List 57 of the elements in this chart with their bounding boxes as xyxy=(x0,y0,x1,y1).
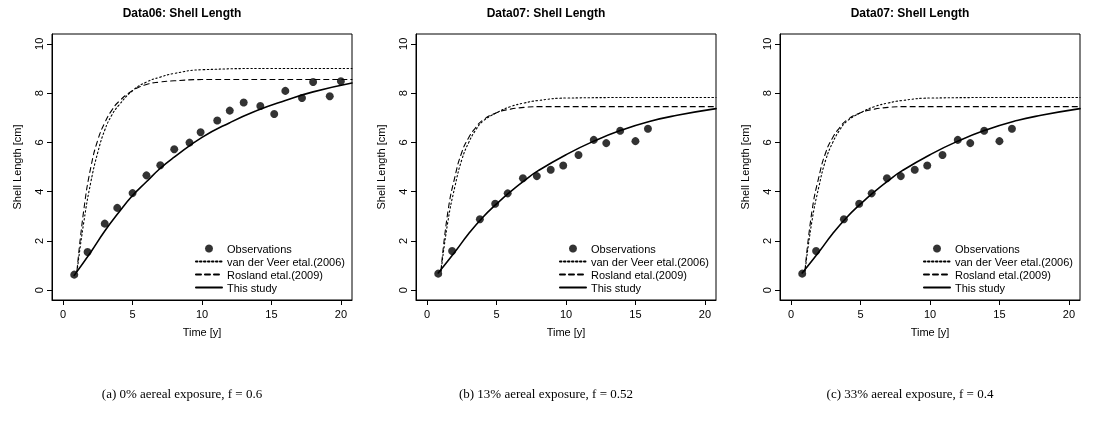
x-tick-label: 5 xyxy=(129,307,136,320)
legend-label: Rosland etal.(2009) xyxy=(590,268,687,281)
legend-label: van der Veer etal.(2006) xyxy=(954,255,1074,268)
y-tick-label: 6 xyxy=(32,139,45,146)
legend-label: Observations xyxy=(590,242,657,255)
legend-label: Rosland etal.(2009) xyxy=(226,268,323,281)
y-tick-label: 4 xyxy=(396,188,409,195)
text: (b) 13% aereal exposure, f = 0.52 xyxy=(457,386,635,402)
y-axis-title: Shell Length [cm] xyxy=(374,124,387,210)
x-tick-label: 10 xyxy=(195,307,209,320)
legend-label: This study xyxy=(226,281,278,294)
x-tick-label: 5 xyxy=(493,307,500,320)
y-tick-label: 6 xyxy=(396,139,409,146)
y-tick-label: 0 xyxy=(760,287,773,294)
legend-label: Observations xyxy=(954,242,1021,255)
x-tick-label: 15 xyxy=(265,307,278,320)
chart-title: Data07: Shell Length xyxy=(850,6,970,20)
y-tick-label: 10 xyxy=(32,37,45,50)
y-tick-label: 4 xyxy=(32,188,45,195)
y-tick-label: 8 xyxy=(32,90,45,97)
y-axis-title: Shell Length [cm] xyxy=(738,124,751,210)
legend-label: van der Veer etal.(2006) xyxy=(590,255,710,268)
y-tick-label: 2 xyxy=(760,237,773,244)
y-tick-label: 2 xyxy=(32,237,45,244)
x-tick-label: 0 xyxy=(424,307,431,320)
x-tick-label: 20 xyxy=(698,307,712,320)
y-tick-label: 0 xyxy=(32,287,45,294)
y-tick-label: 2 xyxy=(396,237,409,244)
y-tick-label: 4 xyxy=(760,188,773,195)
legend-label: van der Veer etal.(2006) xyxy=(226,255,346,268)
x-axis-title: Time [y] xyxy=(910,325,950,338)
text: (c) 33% aereal exposure, f = 0.4 xyxy=(825,386,995,402)
y-tick-label: 0 xyxy=(396,287,409,294)
x-tick-label: 10 xyxy=(559,307,573,320)
y-axis-title: Shell Length [cm] xyxy=(10,124,23,210)
x-tick-label: 20 xyxy=(1062,307,1076,320)
y-tick-label: 10 xyxy=(396,37,409,50)
legend-label: This study xyxy=(954,281,1006,294)
chart-title: Data07: Shell Length xyxy=(486,6,606,20)
y-tick-label: 8 xyxy=(760,90,773,97)
legend-label: Rosland etal.(2009) xyxy=(954,268,1051,281)
x-tick-label: 5 xyxy=(857,307,864,320)
x-tick-label: 15 xyxy=(629,307,642,320)
x-tick-label: 20 xyxy=(334,307,348,320)
y-tick-label: 10 xyxy=(760,37,773,50)
x-tick-label: 10 xyxy=(923,307,937,320)
x-tick-label: 15 xyxy=(993,307,1006,320)
text: (a) 0% aereal exposure, f = 0.6 xyxy=(100,386,264,402)
y-tick-label: 8 xyxy=(396,90,409,97)
x-tick-label: 0 xyxy=(60,307,67,320)
legend-label: Observations xyxy=(226,242,293,255)
x-axis-title: Time [y] xyxy=(182,325,222,338)
legend-label: This study xyxy=(590,281,642,294)
x-axis-title: Time [y] xyxy=(546,325,586,338)
y-tick-label: 6 xyxy=(760,139,773,146)
x-tick-label: 0 xyxy=(788,307,795,320)
chart-title: Data06: Shell Length xyxy=(122,6,242,20)
